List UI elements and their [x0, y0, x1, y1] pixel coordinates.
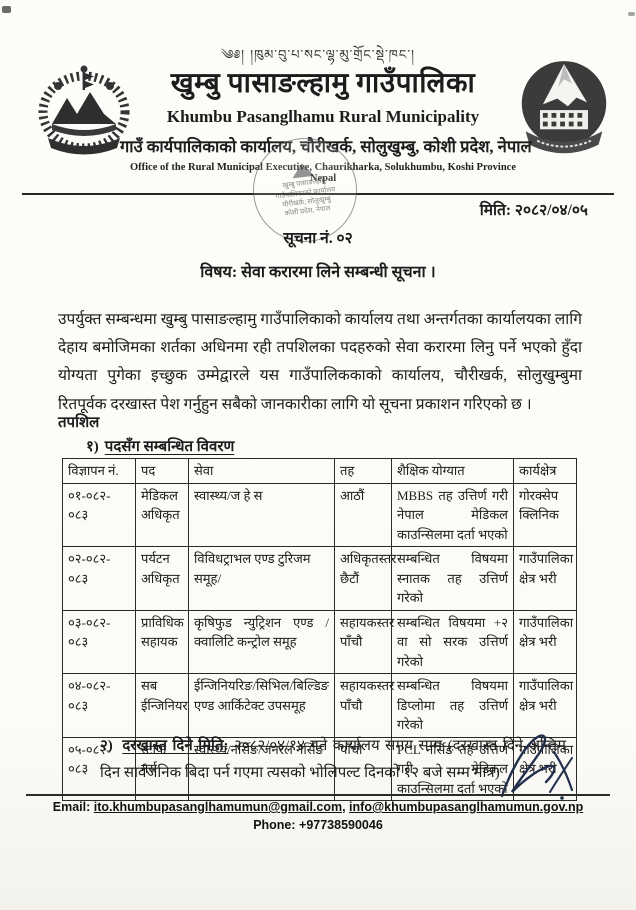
cell-qualification: सम्बन्धित विषयमा +२ वा सो सरक उत्तिर्ण ग…	[391, 609, 514, 674]
section1-number: १)	[86, 439, 99, 455]
cell-level: सहायकस्तर पाँचौ	[334, 609, 394, 674]
cell-adv-no: ०३-०८२- ०८३	[62, 609, 136, 674]
office-address-english: Office of the Rural Municipal Executive,…	[129, 162, 516, 184]
email-link-gov[interactable]: info@khumbupasanglhamumun.gov.np	[349, 800, 584, 814]
cell-post: सब ईन्जिनियर	[135, 673, 189, 738]
col-header-qualification: शैक्षिक योग्यात	[391, 458, 514, 484]
notice-body-paragraph: उपर्युक्त सम्बन्धमा खुम्बु पासाङल्हामु ग…	[58, 311, 582, 413]
stamp-mountain-icon	[290, 161, 315, 179]
cell-level: आठौं	[334, 482, 392, 547]
cell-qualification: सम्बन्धित विषयमा डिप्लोमा तह उत्तिर्ण गर…	[391, 673, 514, 738]
table-header-row: विज्ञापन नं. पद सेवा तह शैक्षिक योग्यात …	[62, 458, 577, 484]
scan-speck	[628, 12, 635, 16]
cell-work-area: गाउँपालिका क्षेत्र भरी	[513, 609, 577, 674]
office-address-nepali: गाउँ कार्यपालिकाको कार्यालय, चौरीखर्क, स…	[120, 137, 532, 156]
cell-work-area: गोरक्सेप क्लिनिक	[513, 482, 577, 547]
col-header-work-area: कार्यक्षेत्र	[513, 458, 577, 484]
table-row: ०५-०८२- ०८३ स्टाफ नर्स स्वास्थ्य/नर्सिङ/…	[62, 736, 577, 801]
section1-heading: १) पदसँग सम्बन्धित विवरण	[86, 436, 234, 456]
col-header-post: पद	[135, 458, 189, 484]
header-divider	[22, 193, 614, 195]
cell-work-area: गाउँपालिका क्षेत्र भरी	[513, 546, 577, 611]
cell-adv-no: ०१-०८२- ०८३	[62, 482, 136, 547]
letterhead: खुम्बु पासाङल्हामु गाउँपालिका Khumbu Pas…	[120, 66, 532, 184]
phone-line: Phone: +97738590046	[253, 818, 383, 832]
cell-post: स्टाफ नर्स	[135, 736, 189, 801]
municipality-title-english: Khumbu Pasanglhamu Rural Municipality	[166, 107, 480, 126]
section2-number: २)	[100, 738, 113, 754]
footer-contact: Email: ito.khumbupasanglhamumun@gmail.co…	[0, 800, 636, 832]
table-row: ०१-०८२- ०८३ मेडिकल अधिकृत स्वास्थ्य/ज हे…	[62, 482, 577, 547]
subject-line: विषय: सेवा करारमा लिने सम्बन्धी सूचना ।	[200, 264, 436, 281]
table-row: ०३-०८२- ०८३ प्राविधिक सहायक कृषिफुड न्यु…	[62, 609, 577, 674]
tapasil-label: तपशिल	[58, 415, 100, 431]
cell-level: अधिकृतस्तर छैटौं	[334, 546, 396, 611]
col-header-service: सेवा	[188, 458, 335, 484]
scan-speck	[2, 6, 11, 13]
table-row: ०४-०८२- ०८३ सब ईन्जिनियर ईन्जिनियरिङ/सिभ…	[62, 673, 577, 738]
cell-work-area: गाउँपालिका क्षेत्र भरी	[513, 673, 577, 738]
cell-level: सहायकस्तर पाँचौ	[334, 673, 394, 738]
section2-text: २०८२/०४/१४ गते कार्यालय समय सम्म (दरखास्…	[100, 738, 566, 781]
notice-number: सूचना नं. ०२	[283, 230, 353, 247]
cell-service: ईन्जिनियरिङ/सिभिल/बिल्डिङ एण्ड आर्किटेक्…	[188, 673, 335, 738]
khumbu-municipality-seal-icon	[516, 56, 612, 168]
cell-service: विविधट्राभल एण्ड टुरिजम समूह/	[188, 546, 335, 611]
nepal-coat-of-arms-icon	[34, 60, 134, 165]
footer-divider	[26, 794, 610, 796]
signature	[488, 730, 588, 808]
municipality-title-nepali: खुम्बु पासाङल्हामु गाउँपालिका	[170, 68, 476, 99]
cell-adv-no: ०२-०८२- ०८३	[62, 546, 136, 611]
email-row: Email: ito.khumbupasanglhamumun@gmail.co…	[0, 800, 636, 814]
col-header-level: तह	[334, 458, 392, 484]
cell-qualification: MBBS तह उत्तिर्ण गरी नेपाल मेडिकल काउन्स…	[391, 482, 514, 547]
vacancy-table: विज्ञापन नं. पद सेवा तह शैक्षिक योग्यात …	[62, 458, 577, 801]
cell-post: प्राविधिक सहायक	[135, 609, 189, 674]
table-row: ०२-०८२- ०८३ पर्यटन अधिकृत विविधट्राभल एण…	[62, 546, 577, 611]
section2-application-deadline: २) दरखास्त दिने मिति: २०८२/०४/१४ गते कार…	[100, 733, 566, 787]
cell-post: पर्यटन अधिकृत	[135, 546, 189, 611]
cell-adv-no: ०४-०८२- ०८३	[62, 673, 136, 738]
tibetan-script-line: ༄༅། །ཁུམ་བུ་པ་སང་ལྷ་མུ་གྲོང་སྡེ་ཁང་།	[221, 48, 415, 63]
cell-service: स्वास्थ्य/ज हे स	[188, 482, 335, 547]
email-link-gmail[interactable]: ito.khumbupasanglhamumun@gmail.com	[93, 800, 343, 814]
cell-qualification: सम्बन्धित विषयमा स्नातक तह उत्तिर्ण गरेक…	[391, 546, 514, 611]
cell-service: कृषिफुड न्युट्रिशन एण्ड / क्वालिटि कन्ट्…	[188, 609, 335, 674]
col-header-advertisement-no: विज्ञापन नं.	[62, 458, 136, 484]
section1-title: पदसँग सम्बन्धित विवरण	[104, 439, 235, 455]
email-separator: ,	[342, 800, 350, 814]
cell-post: मेडिकल अधिकृत	[135, 482, 189, 547]
section2-label: दरखास्त दिने मिति:	[122, 738, 229, 754]
date-line: मिति: २०८२/०४/०५	[479, 202, 588, 219]
email-label: Email:	[52, 800, 94, 814]
cell-qualification: PCL नर्सिङ तह उत्तिर्ण गरी मेडिकल काउन्स…	[391, 736, 514, 801]
cell-service: स्वास्थ्य/नर्सिङ/जनरल नर्सिङ	[188, 736, 335, 801]
